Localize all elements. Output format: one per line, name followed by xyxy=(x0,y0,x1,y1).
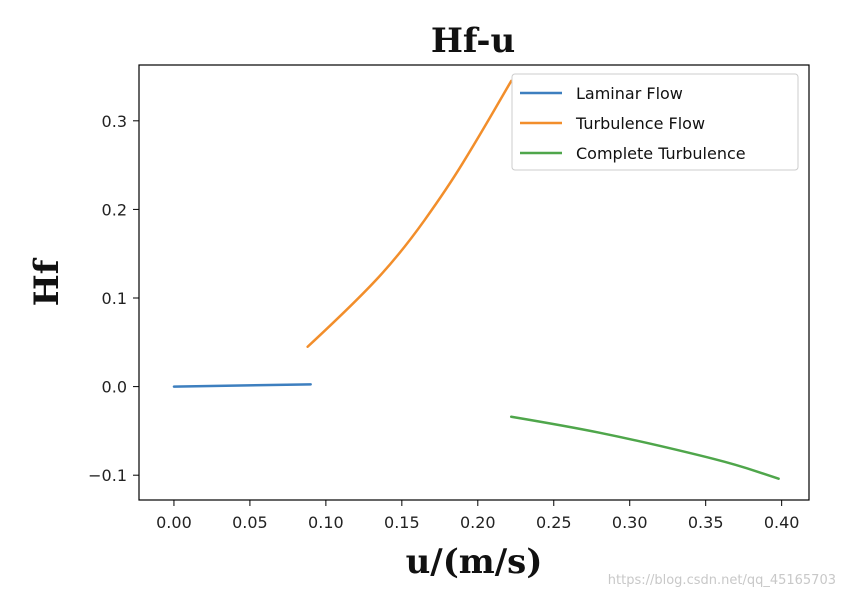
plot-area xyxy=(138,64,810,501)
legend-label-turbulence-flow: Turbulence Flow xyxy=(575,114,705,133)
x-tick-label: 0.35 xyxy=(688,513,724,532)
y-tick-label: 0.1 xyxy=(102,289,127,308)
y-axis-ticks: −0.1 0.0 0.1 0.2 0.3 xyxy=(88,112,139,485)
x-tick-label: 0.10 xyxy=(308,513,344,532)
legend: Laminar Flow Turbulence Flow Complete Turb… xyxy=(511,73,799,171)
series-line-turbulence-flow xyxy=(306,79,513,348)
series-line-complete-turbulence xyxy=(509,415,780,480)
x-tick-label: 0.05 xyxy=(232,513,268,532)
y-tick-label: −0.1 xyxy=(88,466,127,485)
x-tick-label: 0.30 xyxy=(612,513,648,532)
y-axis-label: Hf xyxy=(27,257,67,306)
legend-label-complete-turbulence: Complete Turbulence xyxy=(576,144,746,163)
x-axis-label: u/(m/s) xyxy=(406,542,543,582)
x-tick-label: 0.00 xyxy=(156,513,192,532)
x-axis-ticks: 0.00 0.05 0.10 0.15 0.20 0.25 0.30 0.35 0.40 xyxy=(156,500,799,532)
y-tick-label: 0.2 xyxy=(102,200,127,219)
chart-title: Hf-u xyxy=(431,21,515,61)
x-tick-label: 0.20 xyxy=(460,513,496,532)
x-tick-label: 0.15 xyxy=(384,513,420,532)
x-tick-label: 0.40 xyxy=(764,513,800,532)
x-tick-label: 0.25 xyxy=(536,513,572,532)
series-line-laminar-flow xyxy=(172,383,312,388)
legend-box xyxy=(511,73,799,171)
watermark: https://blog.csdn.net/qq_45165703 xyxy=(607,573,836,588)
y-tick-label: 0.3 xyxy=(102,112,127,131)
y-tick-label: 0.0 xyxy=(102,378,127,397)
legend-label-laminar-flow: Laminar Flow xyxy=(576,84,683,103)
series-layer xyxy=(172,79,780,480)
